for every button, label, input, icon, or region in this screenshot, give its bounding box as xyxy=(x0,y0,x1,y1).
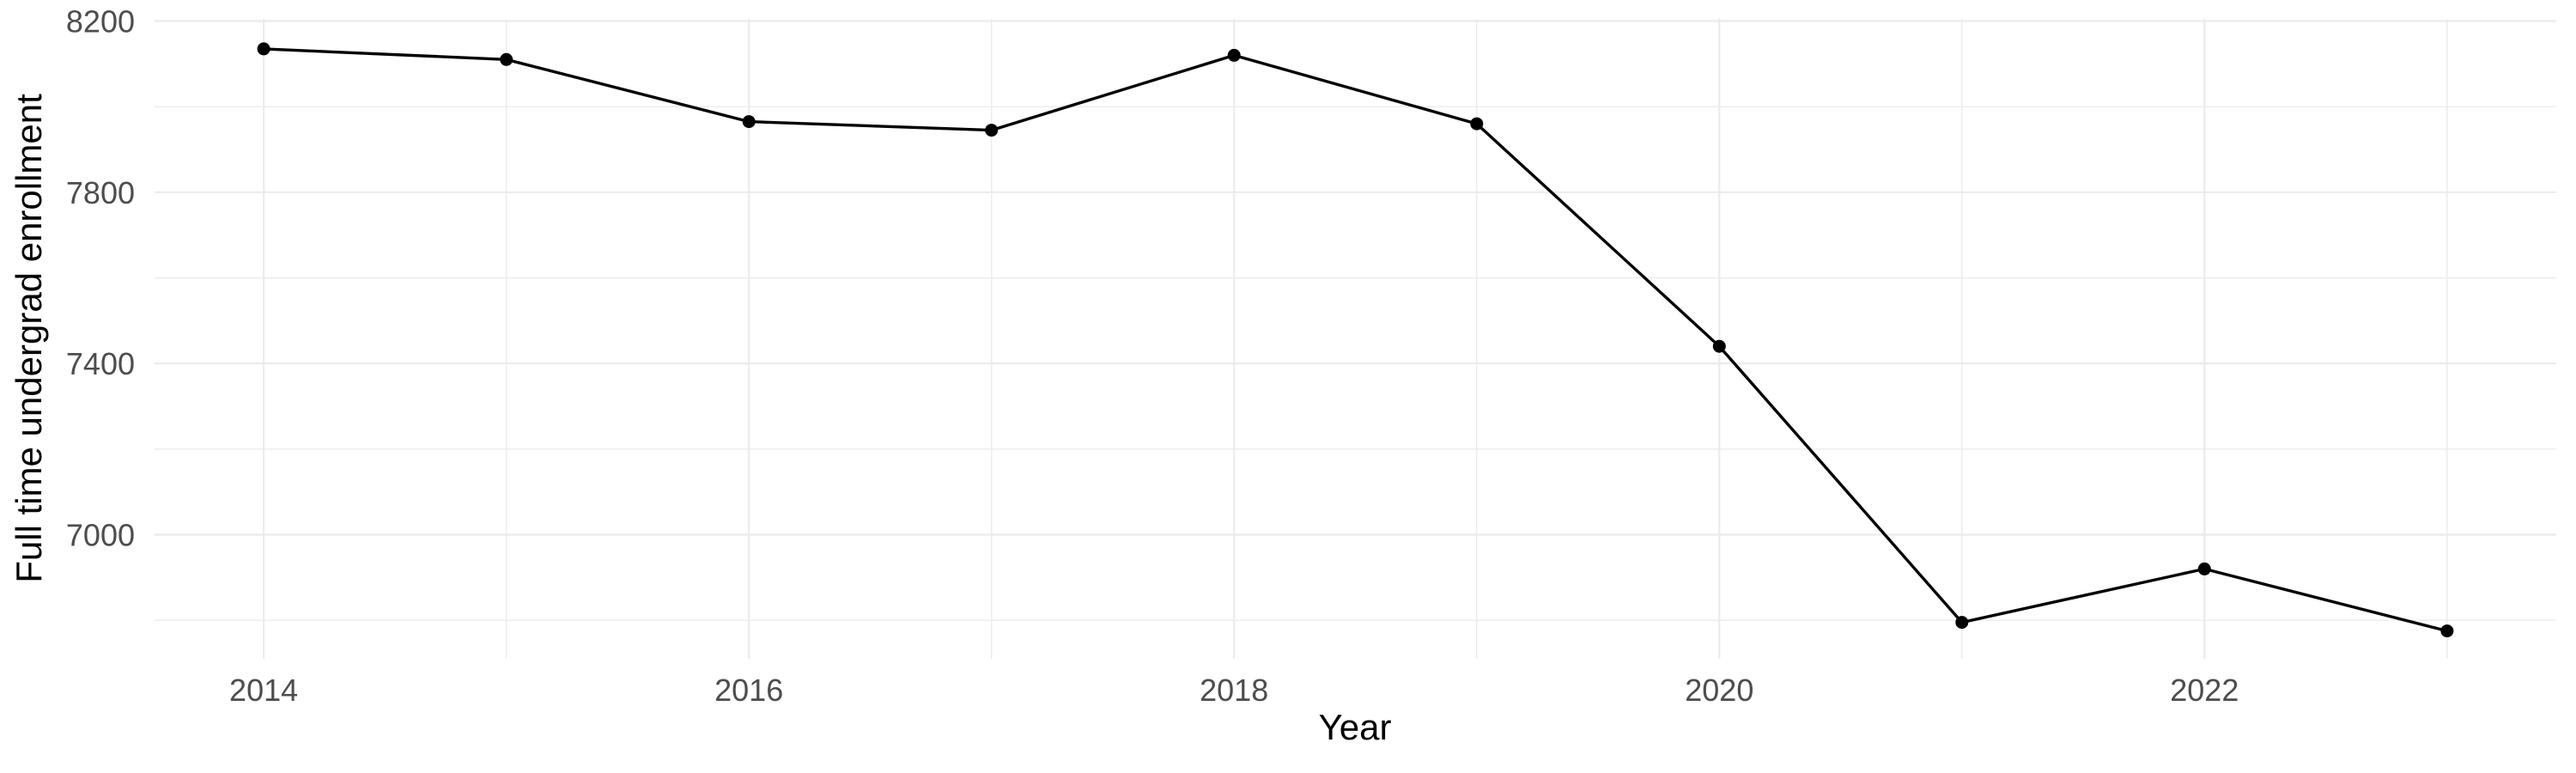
y-tick-label: 7000 xyxy=(66,518,135,553)
minor-gridlines xyxy=(155,19,2556,659)
data-point xyxy=(985,124,999,137)
x-axis-title: Year xyxy=(1319,707,1392,747)
data-point xyxy=(1955,616,1969,630)
y-tick-label: 7400 xyxy=(66,346,135,381)
y-axis-title: Full time undergrad enrollment xyxy=(9,94,49,583)
x-tick-label: 2022 xyxy=(2170,673,2239,708)
line-series xyxy=(262,47,2449,633)
major-gridlines xyxy=(155,19,2556,659)
x-tick-label: 2018 xyxy=(1200,673,1268,708)
x-tick-label: 2014 xyxy=(229,673,298,708)
x-axis-tick-labels: 2014 2016 2018 2020 2022 xyxy=(229,673,2239,708)
data-point xyxy=(257,42,270,56)
y-axis-tick-labels: 8200 7800 7400 7000 xyxy=(66,4,135,553)
data-point xyxy=(1227,48,1241,62)
data-point xyxy=(2197,562,2211,575)
y-tick-label: 7800 xyxy=(66,175,135,210)
x-tick-label: 2020 xyxy=(1685,673,1753,708)
data-point xyxy=(500,52,513,66)
data-point xyxy=(2440,624,2454,638)
data-point xyxy=(742,115,756,129)
data-point xyxy=(1470,117,1484,131)
x-tick-label: 2016 xyxy=(714,673,783,708)
data-points xyxy=(257,42,2454,638)
data-point xyxy=(1712,339,1726,353)
y-tick-label: 8200 xyxy=(66,4,135,40)
